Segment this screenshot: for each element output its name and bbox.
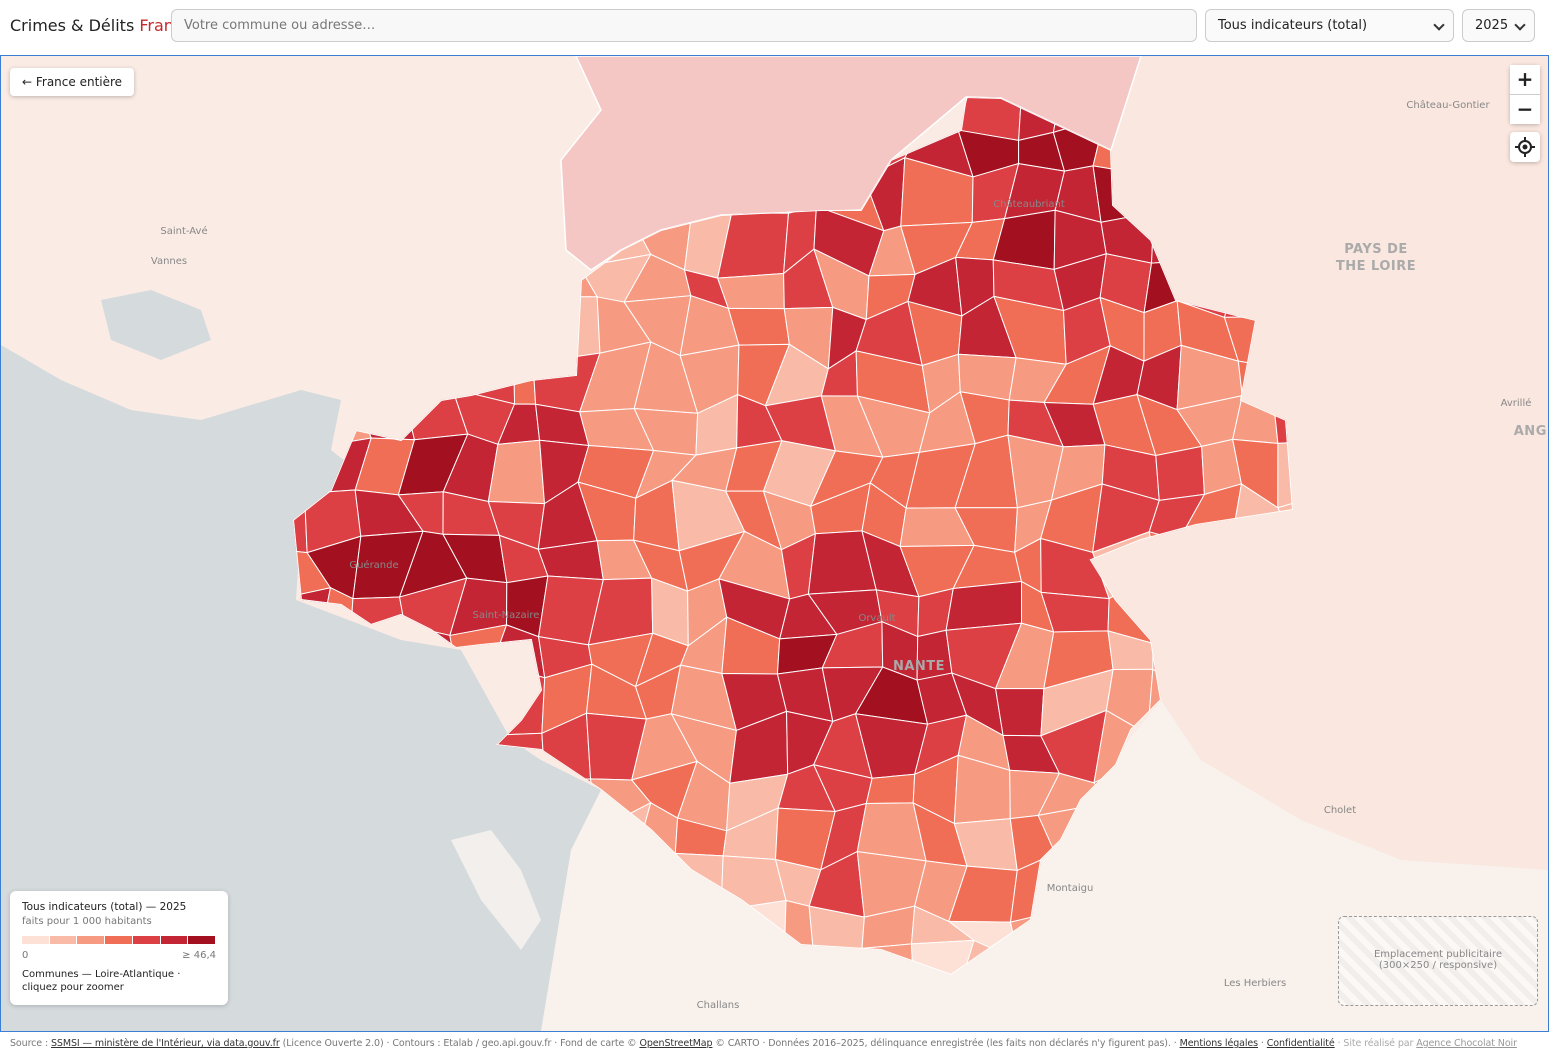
place-label: NANTE xyxy=(893,659,945,674)
search-input[interactable]: Votre commune ou adresse… xyxy=(171,9,1197,42)
commune[interactable] xyxy=(945,580,1023,631)
commune[interactable] xyxy=(910,939,975,1012)
commune[interactable] xyxy=(716,273,785,310)
legend-bar xyxy=(22,936,216,944)
place-label: ANGE xyxy=(1514,424,1548,439)
place-label: Les Herbiers xyxy=(1224,978,1286,989)
place-label: Avrillé xyxy=(1501,397,1532,409)
footer: Source : SSMSI — ministère de l'Intérieu… xyxy=(0,1038,1549,1049)
year-select[interactable]: 2025 xyxy=(1462,9,1535,42)
commune[interactable] xyxy=(487,439,546,505)
sea xyxy=(1,345,601,1031)
legend-swatch xyxy=(188,936,216,944)
place-label: Montaigu xyxy=(1047,883,1094,894)
map-canvas[interactable]: Château-Gontier Saint-Avé Vannes PAYS DE THE… xyxy=(1,56,1548,1031)
zoom-out[interactable]: − xyxy=(1510,95,1540,124)
place-label: PAYS DE xyxy=(1344,242,1408,257)
legend-swatch xyxy=(160,936,188,944)
place-label: Vannes xyxy=(151,256,187,267)
footer-text: Source : xyxy=(10,1038,49,1049)
legend-max: ≥ 46,4 xyxy=(182,950,216,961)
legend-swatch xyxy=(105,936,132,944)
legend: Tous indicateurs (total) — 2025 faits po… xyxy=(10,891,228,1005)
legend-swatch xyxy=(22,936,49,944)
osm-link[interactable]: OpenStreetMap xyxy=(639,1038,713,1049)
ad-line: Emplacement publicitaire xyxy=(1373,949,1503,960)
footer-text: (Licence Ouverte 2.0) · Contours : Etala… xyxy=(282,1038,637,1049)
legal-link[interactable]: Mentions légales xyxy=(1179,1038,1259,1049)
place-label: Châteaubriant xyxy=(993,198,1065,210)
footer-text: © CARTO · Données 2016–2025, délinquance… xyxy=(715,1038,1177,1049)
place-labels: Château-Gontier Saint-Avé Vannes PAYS DE THE… xyxy=(151,99,1548,1011)
map[interactable]: Château-Gontier Saint-Avé Vannes PAYS DE THE… xyxy=(0,55,1549,1032)
locate-icon xyxy=(1515,137,1535,157)
place-label: Saint-Nazaire xyxy=(473,610,540,621)
place-label: Guérande xyxy=(349,559,398,571)
legend-min: 0 xyxy=(22,950,29,961)
commune[interactable] xyxy=(1155,445,1205,501)
place-label: Challans xyxy=(697,1000,740,1011)
legend-swatch xyxy=(49,936,77,944)
commune[interactable] xyxy=(727,307,790,346)
place-label: THE LOIRE xyxy=(1336,259,1416,274)
region-vendee xyxy=(521,700,1548,1031)
department-outline xyxy=(293,97,1293,975)
header: Crimes & Délits France Votre commune ou … xyxy=(0,0,1549,55)
zoom-control: + − xyxy=(1510,65,1540,124)
legend-note: Communes — Loire-Atlantique · cliquez po… xyxy=(22,969,181,993)
place-label: Saint-Avé xyxy=(160,225,207,237)
legend-subtitle: faits pour 1 000 habitants xyxy=(22,916,152,927)
indicator-select[interactable]: Tous indicateurs (total) xyxy=(1205,9,1454,42)
ad-line: (300×250 / responsive) xyxy=(1378,960,1498,971)
back-button[interactable]: ← France entière xyxy=(10,68,135,96)
legend-title: Tous indicateurs (total) — 2025 xyxy=(22,901,187,913)
commune[interactable] xyxy=(865,773,916,805)
brand-name: Crimes & Délits xyxy=(10,16,135,35)
gulf xyxy=(101,290,211,360)
legend-swatch xyxy=(77,936,105,944)
credit-link[interactable]: Agence Chocolat Noir xyxy=(1416,1038,1517,1049)
island xyxy=(451,830,541,950)
zoom-in[interactable]: + xyxy=(1510,65,1540,94)
source-link[interactable]: SSMSI — ministère de l'Intérieur, via da… xyxy=(50,1038,280,1049)
privacy-link[interactable]: Confidentialité xyxy=(1266,1038,1335,1049)
footer-text: · xyxy=(1260,1038,1264,1049)
brand[interactable]: Crimes & Délits France xyxy=(10,16,193,35)
place-label: Cholet xyxy=(1324,805,1356,816)
ad-slot: Emplacement publicitaire (300×250 / resp… xyxy=(1338,916,1538,1006)
divider xyxy=(1510,94,1540,95)
footer-text: · Site réalisé par xyxy=(1337,1038,1414,1049)
place-label: Château-Gontier xyxy=(1406,99,1490,111)
commune[interactable] xyxy=(1040,591,1110,633)
commune[interactable] xyxy=(994,688,1045,737)
region-maine-anjou xyxy=(1091,56,1548,870)
place-label: Orvault xyxy=(858,613,895,624)
locate-button[interactable] xyxy=(1510,132,1540,162)
legend-swatch xyxy=(132,936,160,944)
